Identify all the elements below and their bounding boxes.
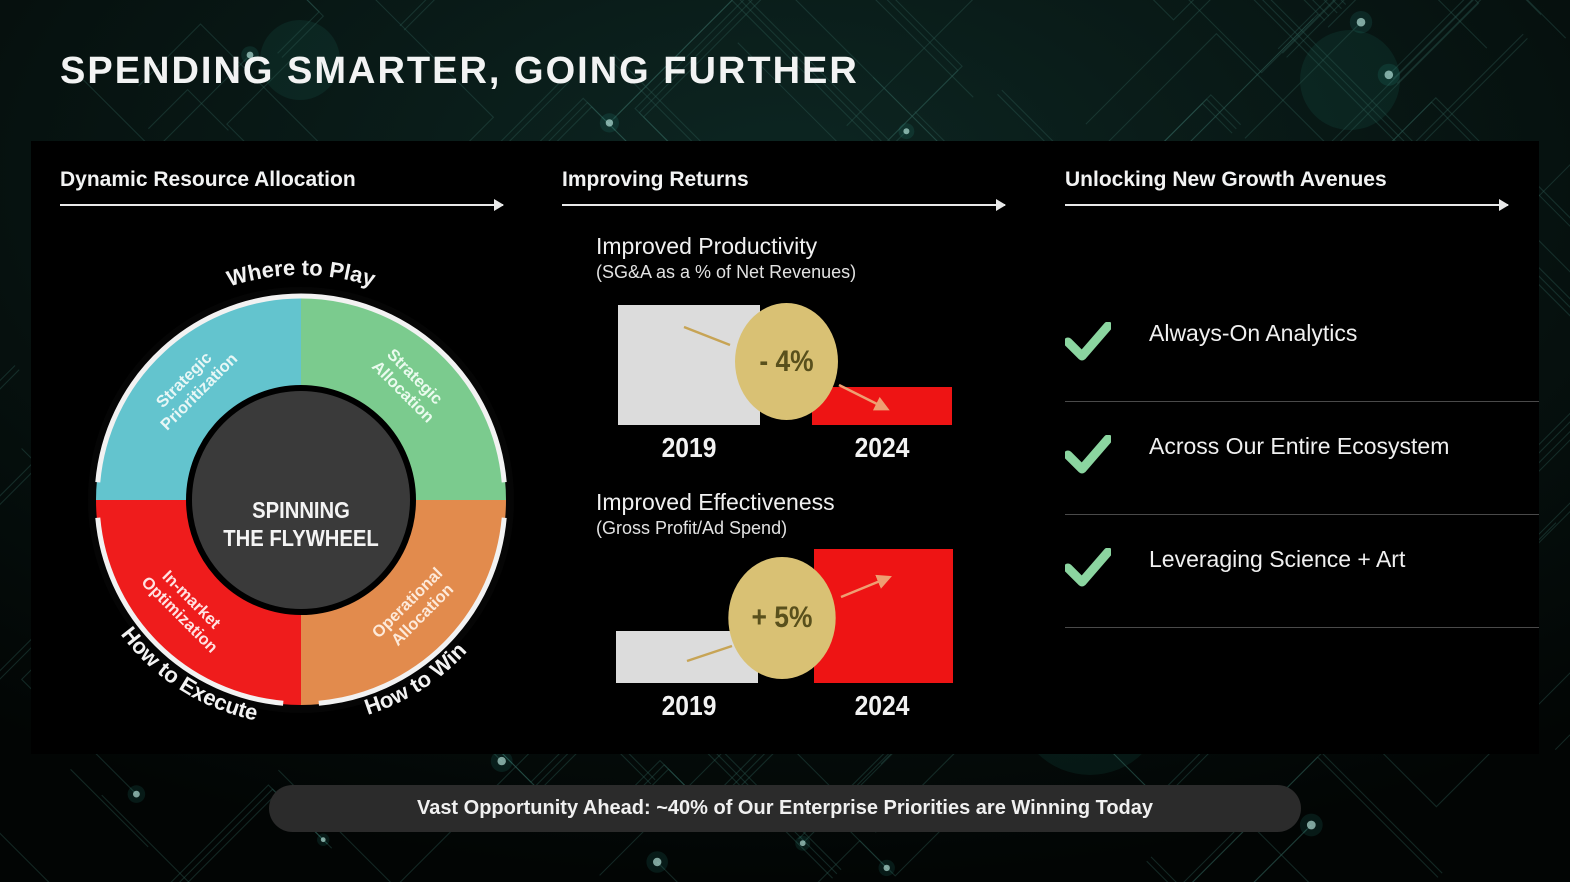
svg-text:Where to Play: Where to Play bbox=[224, 255, 379, 292]
